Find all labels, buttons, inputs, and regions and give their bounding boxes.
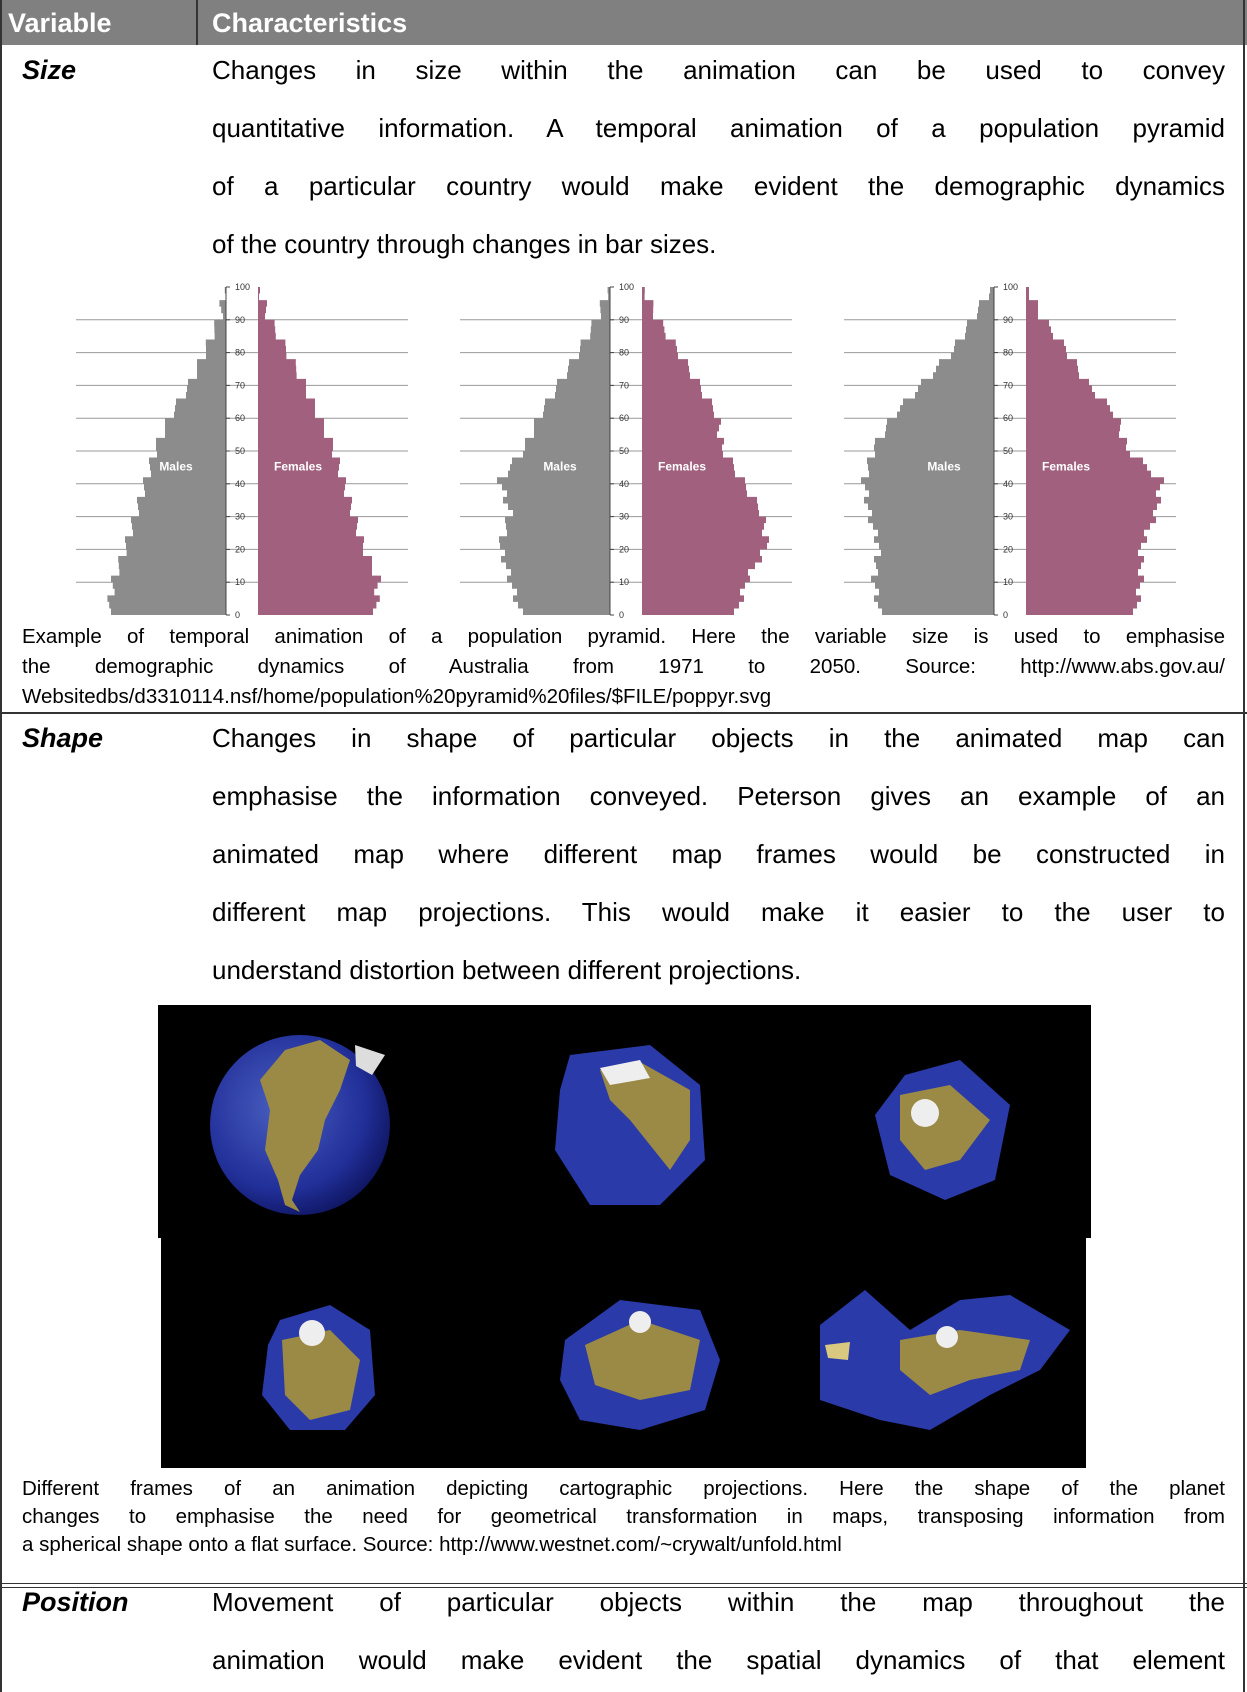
age-tick-label: 100: [1003, 282, 1018, 292]
age-tick-label: 20: [1003, 544, 1013, 554]
caption: Example of temporal animation of a popul…: [22, 622, 1225, 712]
age-tick-label: 0: [235, 610, 240, 620]
age-tick-label: 10: [619, 577, 629, 587]
pyramid-panel: 0 10 20 30 40 50 60 70 80 90 100 Males Females: [76, 282, 408, 620]
age-tick-label: 70: [235, 380, 245, 390]
variable-label: Size: [22, 41, 76, 99]
age-tick-label: 0: [1003, 610, 1008, 620]
male-bars: [861, 287, 994, 615]
caption: Different frames of an animation depicti…: [22, 1475, 1225, 1559]
text-line: Changes in shape of particular objects i…: [212, 709, 1225, 767]
age-tick-label: 30: [235, 512, 245, 522]
text-line: understand distortion between different …: [212, 941, 1225, 999]
caption-line: Different frames of an animation depicti…: [22, 1475, 1225, 1503]
female-label: Females: [274, 460, 322, 474]
female-label: Females: [1042, 460, 1090, 474]
age-tick-label: 0: [619, 610, 624, 620]
variable-label: Shape: [22, 709, 103, 767]
age-tick-label: 90: [235, 315, 245, 325]
age-tick-label: 50: [235, 446, 245, 456]
caption-line: Websitedbs/d3310114.nsf/home/population%…: [22, 682, 1225, 712]
land: [825, 1342, 850, 1360]
age-tick-label: 30: [1003, 512, 1013, 522]
text-line: Changes in size within the animation can…: [212, 41, 1225, 99]
text-line: emphasise the information conveyed. Pete…: [212, 767, 1225, 825]
paragraph: Changes in shape of particular objects i…: [212, 709, 1225, 999]
age-tick-label: 70: [619, 380, 629, 390]
age-tick-label: 80: [619, 348, 629, 358]
age-tick-label: 90: [1003, 315, 1013, 325]
ice: [299, 1320, 325, 1346]
caption-line: the demographic dynamics of Australia fr…: [22, 652, 1225, 682]
age-tick-label: 90: [619, 315, 629, 325]
document-page: Variable Characteristics Size Changes in…: [0, 0, 1247, 1692]
female-label: Females: [658, 460, 706, 474]
age-tick-label: 40: [235, 479, 245, 489]
text-line: of the country through changes in bar si…: [212, 215, 1225, 273]
text-line: quantitative information. A temporal ani…: [212, 99, 1225, 157]
ice: [911, 1099, 939, 1127]
pyramid-panel: 0 10 20 30 40 50 60 70 80 90 100 Males Females: [844, 282, 1176, 620]
age-tick-label: 60: [235, 413, 245, 423]
age-tick-label: 80: [235, 348, 245, 358]
paragraph: Movement of particular objects within th…: [212, 1573, 1225, 1689]
globe-frames: [0, 1000, 1247, 1470]
age-tick-label: 50: [1003, 446, 1013, 456]
age-tick-label: 60: [619, 413, 629, 423]
age-tick-label: 50: [619, 446, 629, 456]
text-line: different map projections. This would ma…: [212, 883, 1225, 941]
ice: [629, 1311, 651, 1333]
male-label: Males: [543, 460, 577, 474]
age-tick-label: 10: [1003, 577, 1013, 587]
age-tick-label: 30: [619, 512, 629, 522]
age-tick-label: 100: [619, 282, 634, 292]
male-label: Males: [927, 460, 961, 474]
age-tick-label: 20: [235, 544, 245, 554]
text-line: animated map where different map frames …: [212, 825, 1225, 883]
male-label: Males: [159, 460, 193, 474]
table-header: [0, 0, 1247, 45]
age-tick-label: 20: [619, 544, 629, 554]
caption-line: a spherical shape onto a flat surface. S…: [22, 1531, 1225, 1559]
age-tick-label: 40: [619, 479, 629, 489]
text-line: Movement of particular objects within th…: [212, 1573, 1225, 1631]
text-line: animation would make evident the spatial…: [212, 1631, 1225, 1689]
age-tick-label: 70: [1003, 380, 1013, 390]
age-tick-label: 80: [1003, 348, 1013, 358]
caption-line: Example of temporal animation of a popul…: [22, 622, 1225, 652]
header-cell: Variable: [8, 0, 112, 45]
age-tick-label: 60: [1003, 413, 1013, 423]
caption-line: changes to emphasise the need for geomet…: [22, 1503, 1225, 1531]
pyramid-panel: 0 10 20 30 40 50 60 70 80 90 100 Males Females: [460, 282, 792, 620]
ice: [936, 1326, 958, 1348]
paragraph: Changes in size within the animation can…: [212, 41, 1225, 273]
header-cell: Characteristics: [212, 0, 407, 45]
age-tick-label: 40: [1003, 479, 1013, 489]
variable-label: Position: [22, 1573, 129, 1631]
age-tick-label: 10: [235, 577, 245, 587]
text-line: of a particular country would make evide…: [212, 157, 1225, 215]
column-divider: [196, 0, 198, 45]
age-tick-label: 100: [235, 282, 250, 292]
